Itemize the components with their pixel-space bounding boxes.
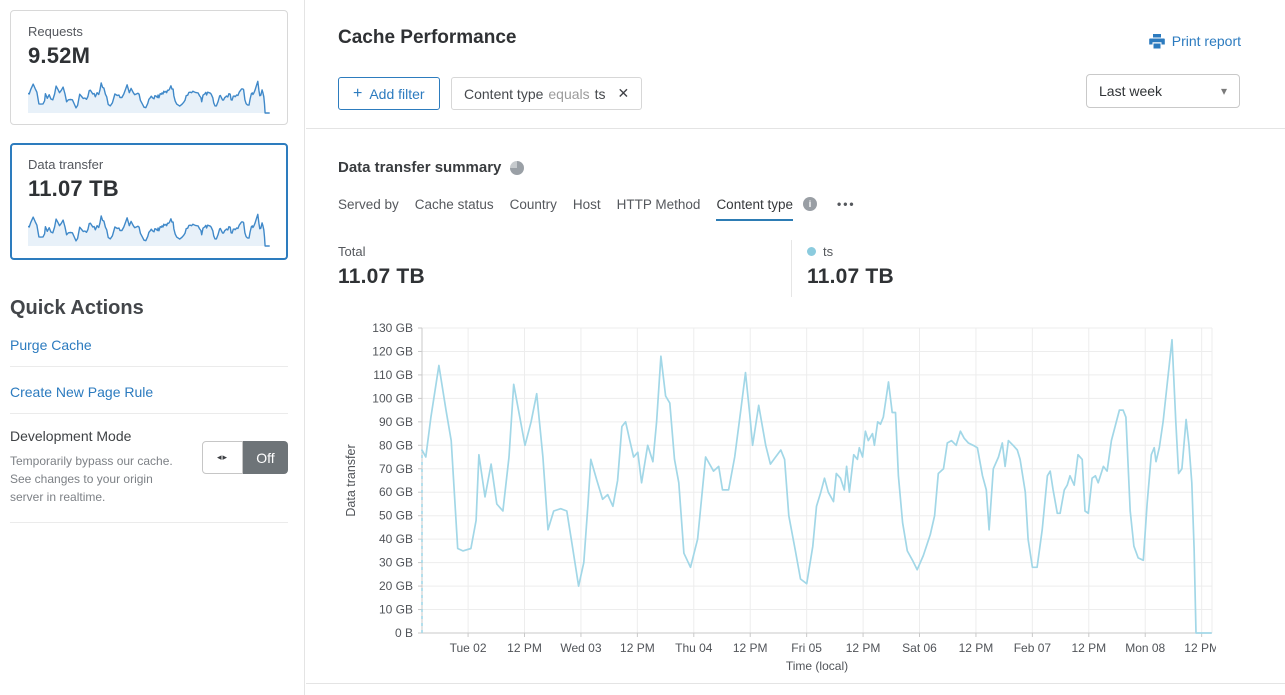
info-icon[interactable]: i bbox=[803, 197, 817, 211]
series-stat-ts: ts 11.07 TB bbox=[807, 244, 894, 289]
filter-chip-operator: equals bbox=[548, 85, 590, 102]
summary-tabs: Served by Cache status Country Host HTTP Met… bbox=[338, 197, 856, 221]
svg-text:12 PM: 12 PM bbox=[620, 641, 655, 655]
toggle-knob-arrows-icon[interactable]: ◂▸ bbox=[202, 441, 243, 474]
svg-text:10 GB: 10 GB bbox=[379, 603, 413, 617]
filter-chip-content-type[interactable]: Content type equals ts ✕ bbox=[451, 77, 643, 110]
divider bbox=[306, 128, 1285, 129]
total-value: 11.07 TB bbox=[338, 265, 425, 288]
divider bbox=[10, 413, 288, 414]
print-report-label: Print report bbox=[1171, 33, 1241, 49]
svg-text:130 GB: 130 GB bbox=[372, 321, 413, 335]
add-filter-label: Add filter bbox=[369, 85, 425, 102]
svg-text:110 GB: 110 GB bbox=[373, 368, 413, 382]
requests-card-label: Requests bbox=[28, 24, 83, 39]
total-label: Total bbox=[338, 244, 366, 259]
data-transfer-card-label: Data transfer bbox=[28, 157, 104, 172]
total-stat: Total 11.07 TB bbox=[338, 244, 425, 289]
data-transfer-sparkline bbox=[28, 213, 270, 247]
chevron-down-icon: ▾ bbox=[1220, 84, 1227, 98]
print-report-button[interactable]: Print report bbox=[1148, 33, 1241, 49]
svg-text:40 GB: 40 GB bbox=[379, 532, 413, 546]
svg-text:Mon 08: Mon 08 bbox=[1125, 641, 1165, 655]
divider bbox=[791, 240, 792, 297]
time-range-value: Last week bbox=[1099, 83, 1163, 99]
metric-card-requests[interactable]: Requests 9.52M bbox=[10, 10, 288, 125]
svg-text:12 PM: 12 PM bbox=[1071, 641, 1106, 655]
development-mode-section: Development Mode Temporarily bypass our … bbox=[10, 414, 288, 522]
main-content: Cache Performance Print report + Add fil… bbox=[306, 0, 1285, 695]
more-tabs-button[interactable]: ••• bbox=[837, 197, 856, 211]
development-mode-title: Development Mode bbox=[10, 428, 132, 444]
add-filter-button[interactable]: + Add filter bbox=[338, 77, 440, 110]
plus-icon: + bbox=[353, 84, 363, 102]
series-value: 11.07 TB bbox=[807, 265, 894, 288]
purge-cache-link[interactable]: Purge Cache bbox=[10, 337, 92, 353]
series-legend-name: ts bbox=[823, 244, 834, 259]
svg-text:80 GB: 80 GB bbox=[379, 438, 413, 452]
tab-country[interactable]: Country bbox=[509, 197, 557, 212]
svg-text:12 PM: 12 PM bbox=[959, 641, 994, 655]
development-mode-text: Development Mode Temporarily bypass our … bbox=[10, 428, 182, 506]
svg-text:Time (local): Time (local) bbox=[786, 659, 848, 673]
svg-text:90 GB: 90 GB bbox=[379, 415, 413, 429]
svg-text:0 B: 0 B bbox=[395, 626, 413, 640]
create-page-rule-link[interactable]: Create New Page Rule bbox=[10, 384, 154, 400]
tab-http-method[interactable]: HTTP Method bbox=[616, 197, 701, 212]
toggle-state-label: Off bbox=[243, 441, 288, 474]
time-range-select[interactable]: Last week ▾ bbox=[1086, 74, 1240, 108]
data-transfer-chart: 0 B 10 GB 20 GB 30 GB 40 GB 50 GB 60 GB 70 GB 80… bbox=[341, 318, 1219, 680]
sidebar: Requests 9.52M Data transfer 11.07 TB Qu… bbox=[0, 0, 305, 695]
svg-text:30 GB: 30 GB bbox=[379, 556, 413, 570]
svg-text:12 PM: 12 PM bbox=[507, 641, 542, 655]
development-mode-description: Temporarily bypass our cache. See change… bbox=[10, 454, 173, 504]
divider bbox=[306, 683, 1285, 684]
data-transfer-card-value: 11.07 TB bbox=[28, 176, 119, 201]
svg-text:Fri 05: Fri 05 bbox=[791, 641, 822, 655]
summary-title-row: Data transfer summary bbox=[338, 159, 525, 176]
svg-text:12 PM: 12 PM bbox=[733, 641, 768, 655]
svg-text:70 GB: 70 GB bbox=[379, 462, 413, 476]
filter-chip-value: ts bbox=[594, 85, 606, 102]
time-window-pie-icon bbox=[510, 160, 525, 175]
svg-text:Wed 03: Wed 03 bbox=[560, 641, 601, 655]
tab-served-by[interactable]: Served by bbox=[338, 197, 399, 212]
svg-text:Tue 02: Tue 02 bbox=[450, 641, 487, 655]
metric-card-data-transfer[interactable]: Data transfer 11.07 TB bbox=[10, 143, 288, 260]
svg-text:60 GB: 60 GB bbox=[379, 485, 413, 499]
printer-icon bbox=[1148, 33, 1165, 49]
tab-host[interactable]: Host bbox=[572, 197, 601, 212]
development-mode-toggle[interactable]: ◂▸ Off bbox=[202, 441, 288, 474]
filter-chip-field: Content type bbox=[464, 85, 544, 102]
svg-text:120 GB: 120 GB bbox=[372, 344, 413, 358]
divider bbox=[10, 522, 288, 523]
svg-text:50 GB: 50 GB bbox=[379, 509, 413, 523]
series-legend-dot bbox=[807, 247, 816, 256]
line-chart-svg: 0 B 10 GB 20 GB 30 GB 40 GB 50 GB 60 GB 70 GB 80… bbox=[344, 321, 1219, 673]
summary-title: Data transfer summary bbox=[338, 159, 502, 176]
requests-card-value: 9.52M bbox=[28, 43, 91, 68]
svg-text:20 GB: 20 GB bbox=[379, 579, 413, 593]
svg-text:12 PM: 12 PM bbox=[1184, 641, 1216, 655]
svg-text:Data transfer: Data transfer bbox=[344, 444, 358, 516]
divider bbox=[10, 366, 288, 367]
svg-text:Feb 07: Feb 07 bbox=[1014, 641, 1052, 655]
requests-sparkline bbox=[28, 80, 270, 114]
page-title: Cache Performance bbox=[338, 27, 517, 48]
quick-actions-title: Quick Actions bbox=[10, 297, 144, 319]
svg-text:Sat 06: Sat 06 bbox=[902, 641, 937, 655]
svg-text:100 GB: 100 GB bbox=[372, 391, 413, 405]
svg-text:12 PM: 12 PM bbox=[846, 641, 881, 655]
tab-content-type[interactable]: Content type bbox=[716, 197, 793, 221]
tab-cache-status[interactable]: Cache status bbox=[414, 197, 494, 212]
remove-filter-icon[interactable]: ✕ bbox=[617, 85, 630, 101]
svg-text:Thu 04: Thu 04 bbox=[675, 641, 713, 655]
